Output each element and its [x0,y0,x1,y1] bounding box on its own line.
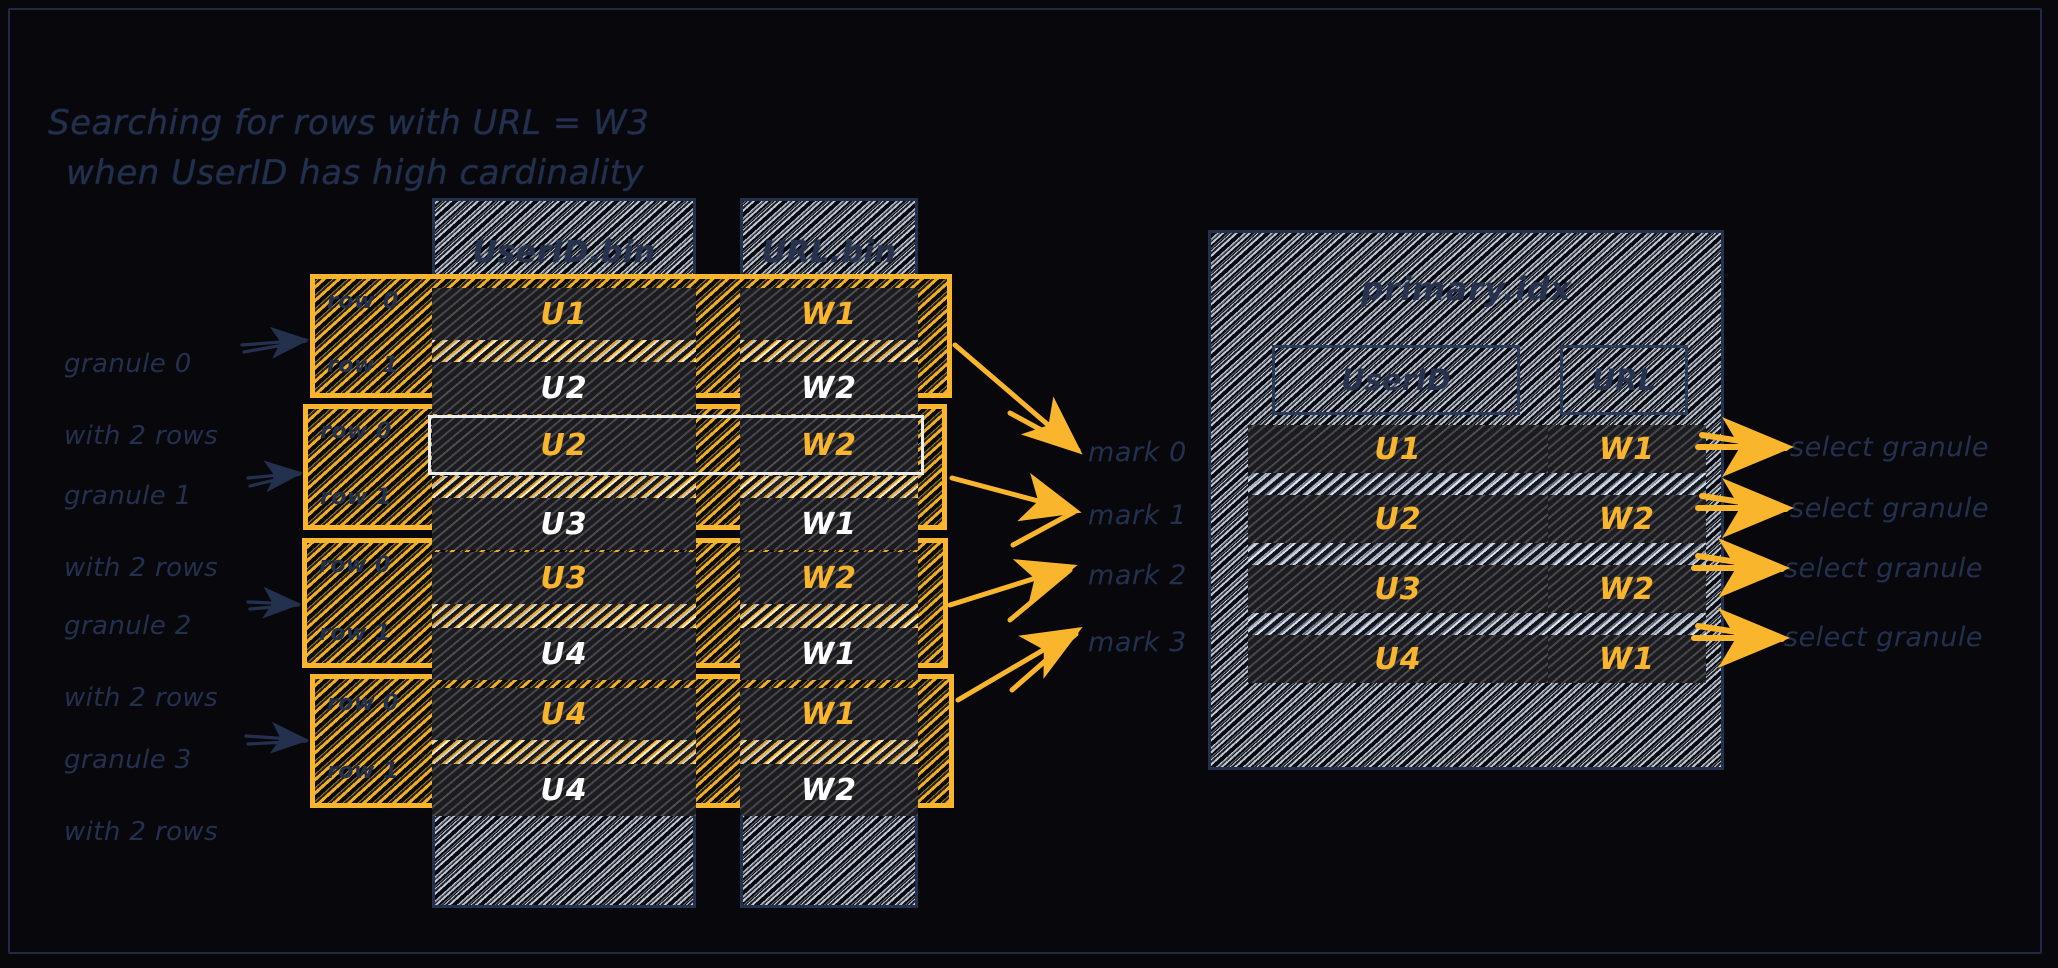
primary-idx-header-url: URL [1560,345,1688,415]
mark-label-0: mark 0 [1088,437,1187,468]
left-cell-r4-userid: U3 [432,552,696,604]
granule-3-row-0-label: row 0 [327,691,399,716]
left-rowsep-0b [740,340,918,362]
column-userid-bin-label: UserID.bin [472,235,656,270]
title-line-1: Searching for rows with URL = W3 [48,103,650,143]
left-rowsep-4b [740,604,918,628]
left-cell-r3-url: W1 [740,498,918,550]
granule-3-row-1-label: row 1 [327,759,399,784]
select-granule-label-2: select granule [1784,553,1983,584]
select-granule-label-0: select granule [1790,432,1989,463]
left-cell-r4-url: W2 [740,552,918,604]
granule-0-row-0-label: row 0 [327,289,399,314]
granule-label-0: granule 0 with 2 rows [64,310,274,454]
idx-cell-r3-url: W1 [1548,635,1706,683]
idx-cell-r2-url: W2 [1548,565,1706,613]
granule-label-2-line2: with 2 rows [64,683,219,713]
idx-cell-r3-userid: U4 [1248,635,1548,683]
granule-label-1: granule 1 with 2 rows [64,442,274,586]
idx-rowsep-0 [1248,473,1706,495]
left-cell-r7-url: W2 [740,764,918,816]
left-rowsep-2b [740,476,918,498]
left-rowsep-4 [432,604,696,628]
granule-label-2-line1: granule 2 [64,611,192,641]
granule-label-0-line2: with 2 rows [64,421,219,451]
granule-label-1-line1: granule 1 [64,481,192,511]
granule-label-3-line2: with 2 rows [64,817,219,847]
left-row-2-highlight [428,415,924,475]
mark-label-1: mark 1 [1088,500,1187,531]
left-rowsep-0 [432,340,696,362]
mark-label-3: mark 3 [1088,627,1187,658]
left-cell-r5-url: W1 [740,628,918,680]
granule-2-row-1-label: row 1 [319,621,391,646]
select-granule-label-3: select granule [1784,622,1983,653]
granule-1-row-0-label: row 0 [320,419,392,444]
granule-0-row-1-label: row 1 [327,353,399,378]
left-cell-r2-url: W2 [740,418,918,472]
granule-label-1-line2: with 2 rows [64,553,219,583]
granule-label-3-line1: granule 3 [64,745,192,775]
left-rowsep-6 [432,740,696,764]
idx-cell-r1-url: W2 [1548,495,1706,543]
idx-cell-r0-userid: U1 [1248,425,1548,473]
primary-idx-header-userid: UserID [1272,345,1520,415]
left-cell-r2-userid: U2 [432,418,696,472]
idx-cell-r2-userid: U3 [1248,565,1548,613]
granule-label-0-line1: granule 0 [64,349,192,379]
granule-2-row-0-label: row 0 [319,553,391,578]
granule-1-row-1-label: row 1 [320,485,392,510]
idx-cell-r1-userid: U2 [1248,495,1548,543]
left-cell-r1-userid: U2 [432,362,696,414]
left-cell-r7-userid: U4 [432,764,696,816]
select-granule-label-1: select granule [1790,493,1989,524]
left-cell-r0-userid: U1 [432,288,696,340]
left-cell-r6-userid: U4 [432,688,696,740]
title-line-2: when UserID has high cardinality [66,153,645,193]
idx-rowsep-1 [1248,543,1706,565]
mark-label-2: mark 2 [1088,560,1187,591]
left-cell-r1-url: W2 [740,362,918,414]
left-rowsep-6b [740,740,918,764]
primary-idx-title: primary.idx [1360,270,1572,308]
left-cell-r5-userid: U4 [432,628,696,680]
idx-cell-r0-url: W1 [1548,425,1706,473]
granule-label-2: granule 2 with 2 rows [64,572,274,716]
left-cell-r3-userid: U3 [432,498,696,550]
page-title: Searching for rows with URL = W3 when Us… [48,48,1048,248]
left-rowsep-2 [432,476,696,498]
idx-rowsep-2 [1248,613,1706,635]
column-url-bin-label: URL.bin [761,235,897,270]
left-cell-r0-url: W1 [740,288,918,340]
left-cell-r6-url: W1 [740,688,918,740]
outer-frame [8,8,2042,954]
granule-label-3: granule 3 with 2 rows [64,706,274,850]
